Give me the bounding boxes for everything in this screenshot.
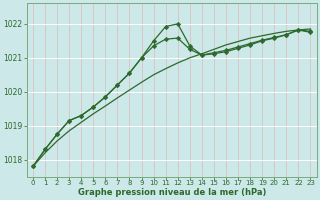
X-axis label: Graphe pression niveau de la mer (hPa): Graphe pression niveau de la mer (hPa) xyxy=(77,188,266,197)
